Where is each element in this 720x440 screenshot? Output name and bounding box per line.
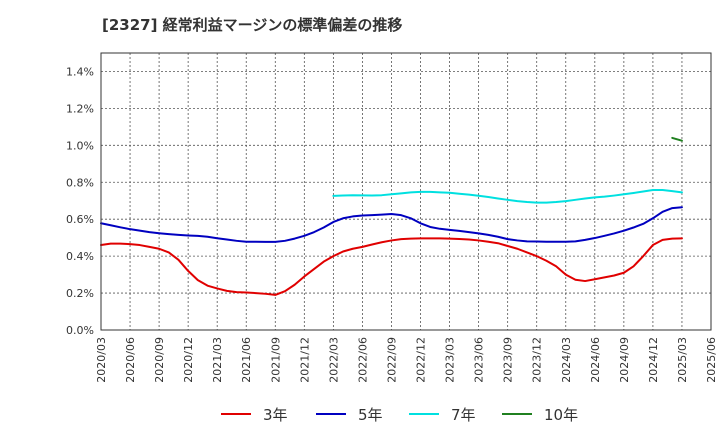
- x-tick-label: 2022/03: [327, 337, 340, 383]
- x-tick-label: 2021/09: [269, 337, 282, 383]
- x-tick-label: 2020/06: [124, 337, 137, 383]
- series-line: [100, 206, 683, 243]
- x-tick-label: 2023/09: [502, 337, 515, 383]
- x-tick-label: 2023/03: [444, 337, 457, 383]
- y-tick-label: 1.4%: [66, 65, 94, 78]
- y-tick-label: 0.6%: [66, 213, 94, 226]
- legend: 3年 5年 7年 10年: [221, 406, 578, 424]
- x-tick-label: 2025/03: [676, 337, 689, 383]
- x-tick-label: 2025/06: [705, 337, 718, 383]
- x-tick-label: 2022/09: [385, 337, 398, 383]
- y-tick-label: 0.2%: [66, 287, 94, 300]
- x-tick-label: 2024/09: [618, 337, 631, 383]
- y-axis: 0.0% 0.2% 0.4% 0.6% 0.8% 1.0% 1.2% 1.4%: [66, 65, 94, 337]
- x-tick-label: 2020/03: [95, 337, 108, 383]
- x-tick-label: 2023/06: [473, 337, 486, 383]
- x-tick-label: 2024/03: [560, 337, 573, 383]
- legend-label: 7年: [451, 406, 476, 424]
- plot-frame: [100, 52, 712, 331]
- x-tick-label: 2021/12: [298, 337, 311, 383]
- series-line: [671, 136, 683, 142]
- x-tick-label: 2024/12: [647, 337, 660, 383]
- x-axis: 2020/03 2020/06 2020/09 2020/12 2021/03 2021/…: [95, 337, 718, 383]
- chart-title: [2327] 経常利益マージンの標準偏差の推移: [102, 16, 403, 34]
- x-tick-label: 2020/12: [182, 337, 195, 383]
- x-tick-label: 2022/06: [356, 337, 369, 383]
- x-tick-label: 2024/06: [589, 337, 602, 383]
- x-tick-label: 2022/12: [415, 337, 428, 383]
- x-tick-label: 2021/03: [211, 337, 224, 383]
- y-tick-label: 0.0%: [66, 324, 94, 337]
- legend-label: 5年: [358, 406, 383, 424]
- y-tick-label: 1.2%: [66, 102, 94, 115]
- x-tick-label: 2021/06: [240, 337, 253, 383]
- y-tick-label: 0.4%: [66, 250, 94, 263]
- y-tick-label: 1.0%: [66, 139, 94, 152]
- x-tick-label: 2023/12: [531, 337, 544, 383]
- series-lines: [100, 136, 683, 296]
- y-tick-label: 0.8%: [66, 176, 94, 189]
- legend-label: 10年: [544, 406, 578, 424]
- legend-label: 3年: [263, 406, 288, 424]
- grid-lines: [100, 53, 712, 331]
- series-line: [100, 237, 683, 296]
- series-line: [332, 189, 683, 204]
- x-tick-label: 2020/09: [153, 337, 166, 383]
